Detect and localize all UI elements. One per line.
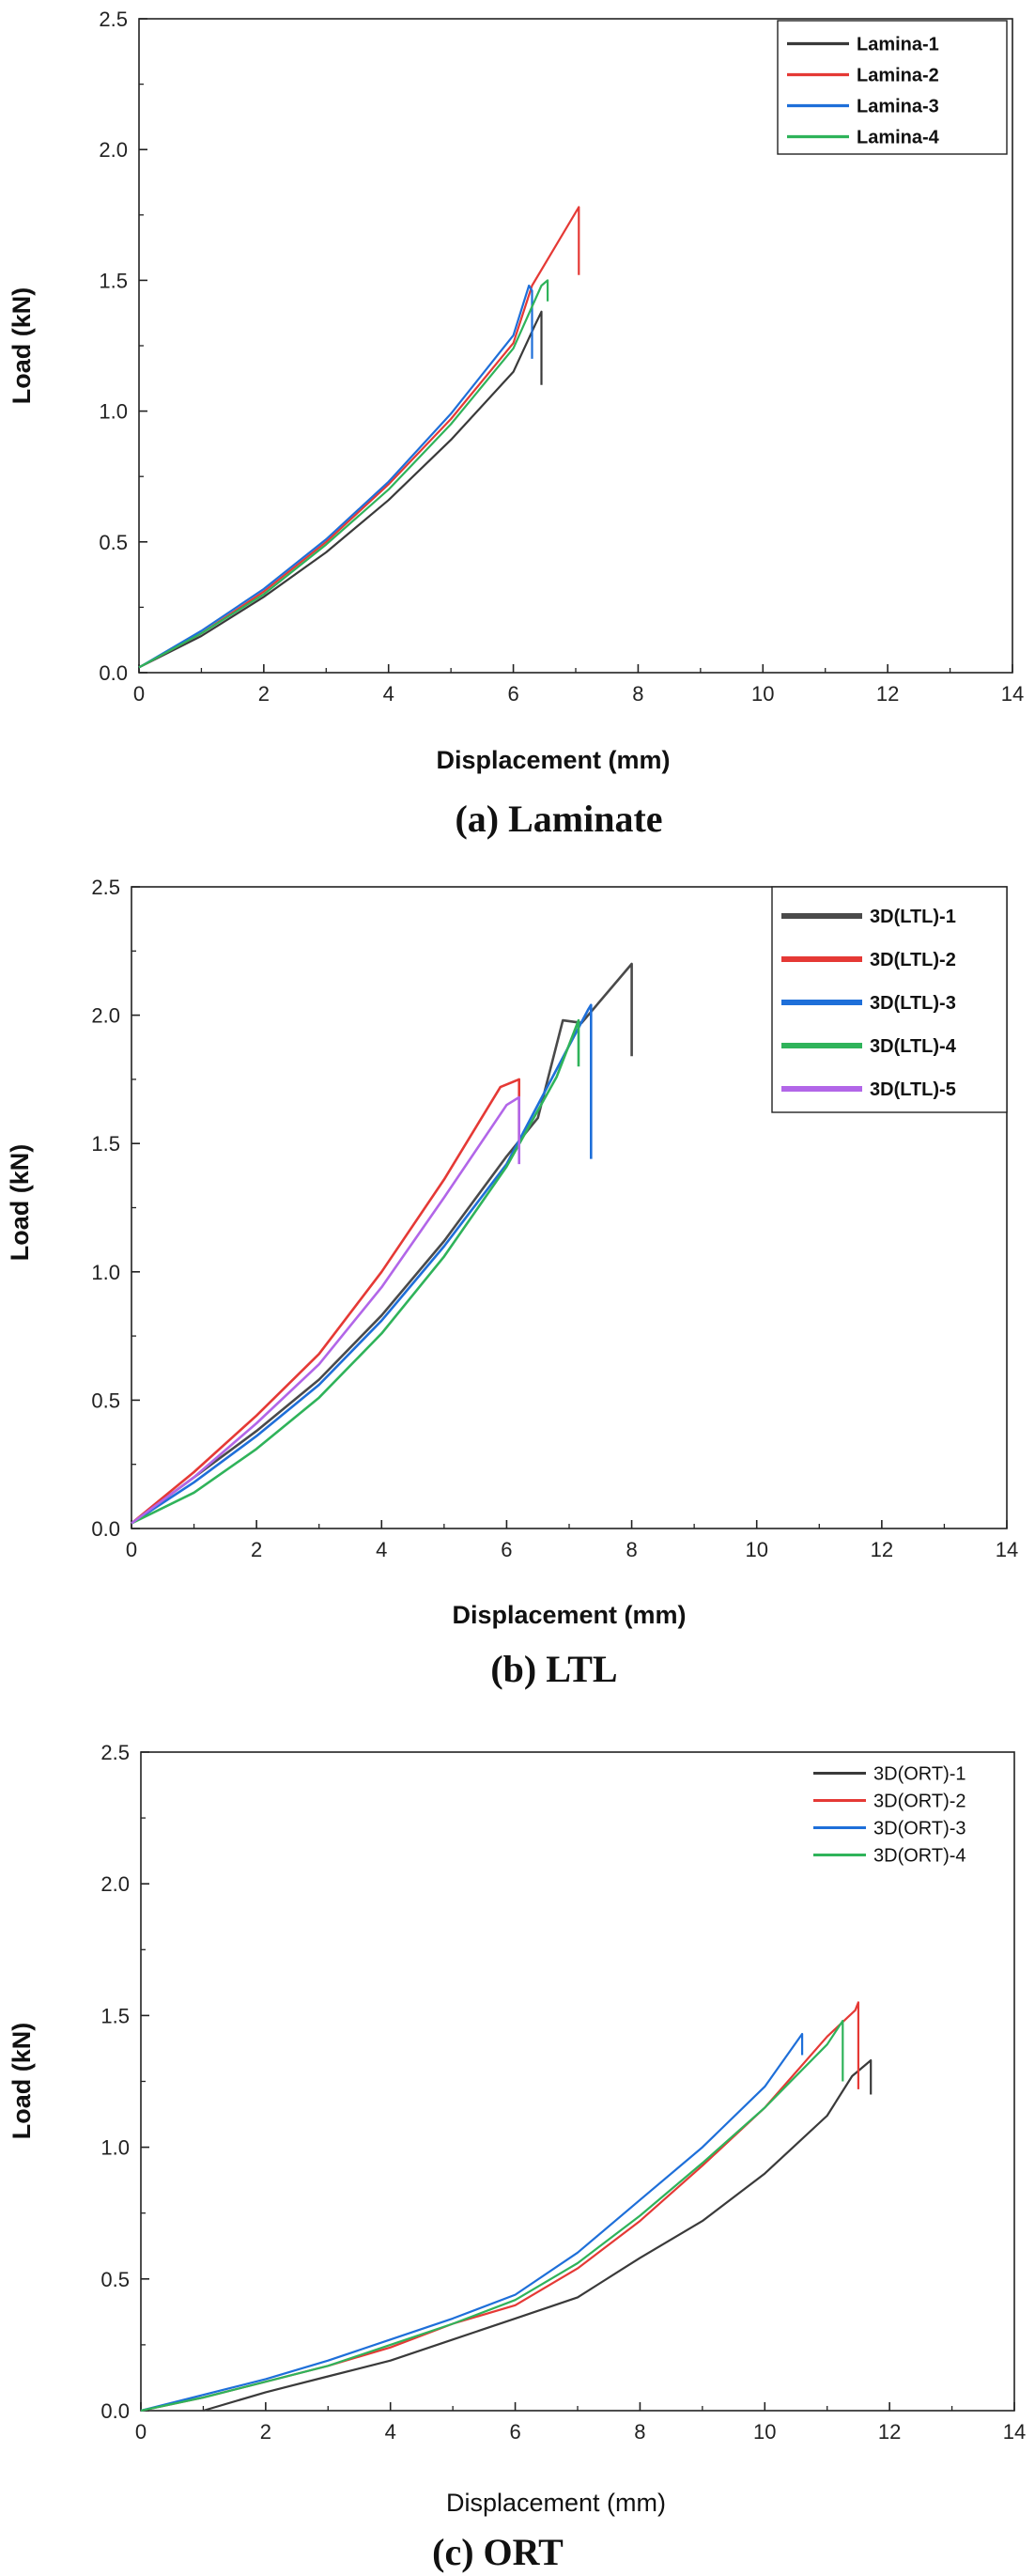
legend-label: 3D(LTL)-1 — [870, 907, 956, 927]
series-line-lamina-4 — [138, 279, 549, 669]
x-tick-label: 8 — [626, 1538, 637, 1561]
y-tick-label: 1.0 — [100, 2136, 130, 2160]
x-tick-label: 12 — [878, 2420, 901, 2444]
series-line-3d-ort-1 — [203, 2059, 873, 2413]
y-tick-label: 1.0 — [91, 1261, 120, 1284]
x-tick-label: 4 — [385, 2420, 396, 2444]
legend: 3D(ORT)-1 3D(ORT)-2 3D(ORT)-3 3D(ORT)-4 — [813, 1764, 966, 1867]
x-tick-label: 8 — [632, 682, 643, 706]
series-line-3d-ltl-5 — [131, 1095, 521, 1525]
x-tick-label: 0 — [135, 2420, 147, 2444]
x-axis-title: Displacement (mm) — [452, 1601, 686, 1629]
y-tick-label: 2.5 — [99, 8, 128, 31]
legend: 3D(LTL)-1 3D(LTL)-2 3D(LTL)-3 3D(LTL)-4 3D(L… — [771, 886, 1008, 1113]
legend-label: Lamina-4 — [857, 128, 940, 148]
x-tick-label: 14 — [996, 1538, 1018, 1561]
series-line-3d-ltl-3 — [131, 1003, 593, 1525]
x-axis-title: Displacement (mm) — [446, 2489, 666, 2517]
x-tick-label: 14 — [1003, 2420, 1026, 2444]
series-group — [140, 2001, 873, 2413]
panel-caption: (b) LTL — [490, 1648, 617, 1690]
y-axis-title: Load (kN) — [8, 287, 36, 405]
y-tick-label: 0.0 — [100, 2399, 130, 2423]
y-axis-title: Load (kN) — [8, 2023, 36, 2140]
y-tick-label: 0.0 — [91, 1517, 120, 1541]
y-axis-title: Load (kN) — [6, 1144, 34, 1262]
series-group — [131, 962, 633, 1525]
legend-label: Lamina-1 — [857, 35, 939, 55]
x-axis-title: Displacement (mm) — [436, 746, 670, 774]
y-tick-label: 0.0 — [99, 661, 128, 685]
y-tick-label: 0.5 — [100, 2268, 130, 2291]
x-tick-label: 10 — [745, 1538, 767, 1561]
legend-label: 3D(LTL)-4 — [870, 1036, 957, 1057]
y-tick-label: 2.0 — [91, 1004, 120, 1028]
x-tick-label: 10 — [753, 2420, 776, 2444]
x-tick-label: 0 — [133, 682, 145, 706]
series-line-3d-ort-4 — [140, 2019, 844, 2413]
y-tick-label: 2.5 — [91, 876, 120, 899]
series-group — [138, 206, 580, 669]
legend-label: 3D(LTL)-2 — [870, 950, 956, 970]
panel-ltl: 0.0 0.5 1.0 1.5 2.0 2.5 0 2 4 6 8 10 12 14 3D(LTL)-1… — [6, 876, 1018, 1690]
series-line-3d-ort-3 — [140, 2032, 804, 2413]
x-tick-label: 6 — [509, 2420, 520, 2444]
y-axis-ticks: 0.0 0.5 1.0 1.5 2.0 2.5 — [100, 1741, 149, 2423]
x-tick-label: 4 — [376, 1538, 387, 1561]
series-line-3d-ltl-4 — [131, 1018, 580, 1525]
panel-caption: (c) ORT — [432, 2531, 564, 2573]
series-line-3d-ltl-2 — [131, 1078, 521, 1525]
legend: Lamina-1 Lamina-2 Lamina-3 Lamina-4 — [777, 20, 1008, 155]
x-tick-label: 8 — [634, 2420, 645, 2444]
y-tick-label: 1.5 — [100, 2004, 130, 2027]
legend-label: Lamina-2 — [857, 66, 939, 86]
legend-label: Lamina-3 — [857, 97, 939, 117]
x-tick-label: 2 — [260, 2420, 271, 2444]
x-tick-label: 0 — [126, 1538, 137, 1561]
y-axis-ticks: 0.0 0.5 1.0 1.5 2.0 2.5 — [99, 8, 147, 685]
series-line-lamina-1 — [138, 310, 543, 669]
x-tick-label: 6 — [507, 682, 518, 706]
x-axis-ticks: 0 2 4 6 8 10 12 14 — [135, 2402, 1026, 2444]
x-tick-label: 6 — [501, 1538, 512, 1561]
legend-label: 3D(ORT)-4 — [873, 1846, 966, 1867]
y-tick-label: 2.5 — [100, 1741, 130, 1764]
legend-label: 3D(LTL)-3 — [870, 993, 956, 1014]
series-line-lamina-3 — [138, 284, 533, 669]
x-tick-label: 2 — [258, 682, 270, 706]
y-tick-label: 1.0 — [99, 400, 128, 424]
x-tick-label: 2 — [251, 1538, 262, 1561]
x-tick-label: 12 — [876, 682, 899, 706]
y-tick-label: 2.0 — [99, 138, 128, 162]
panel-laminate: 0.00.51.01.52.02.5 0 2 4 6 8 10 12 14 Lamina-1L… — [8, 8, 1024, 840]
y-tick-label: 0.5 — [99, 531, 128, 554]
legend-label: 3D(ORT)-3 — [873, 1819, 966, 1839]
panel-ort: 0.0 0.5 1.0 1.5 2.0 2.5 0 2 4 6 8 10 12 14 3D(ORT)-1… — [8, 1741, 1026, 2573]
y-tick-label: 1.5 — [99, 269, 128, 292]
legend-label: 3D(ORT)-1 — [873, 1764, 966, 1785]
x-tick-label: 10 — [751, 682, 774, 706]
panel-caption: (a) Laminate — [455, 798, 662, 840]
y-axis-ticks: 0.0 0.5 1.0 1.5 2.0 2.5 — [91, 876, 140, 1541]
x-tick-label: 14 — [1001, 682, 1024, 706]
x-tick-label: 4 — [383, 682, 394, 706]
x-axis-ticks: 0 2 4 6 8 10 12 14 — [126, 1520, 1018, 1561]
y-tick-label: 0.5 — [91, 1389, 120, 1412]
y-tick-label: 2.0 — [100, 1872, 130, 1896]
legend-label: 3D(ORT)-2 — [873, 1792, 966, 1812]
y-tick-label: 1.5 — [91, 1132, 120, 1156]
legend-label: 3D(LTL)-5 — [870, 1079, 956, 1100]
series-line-lamina-2 — [138, 206, 580, 669]
x-tick-label: 12 — [871, 1538, 893, 1561]
x-axis-ticks: 0 2 4 6 8 10 12 14 — [133, 664, 1024, 706]
